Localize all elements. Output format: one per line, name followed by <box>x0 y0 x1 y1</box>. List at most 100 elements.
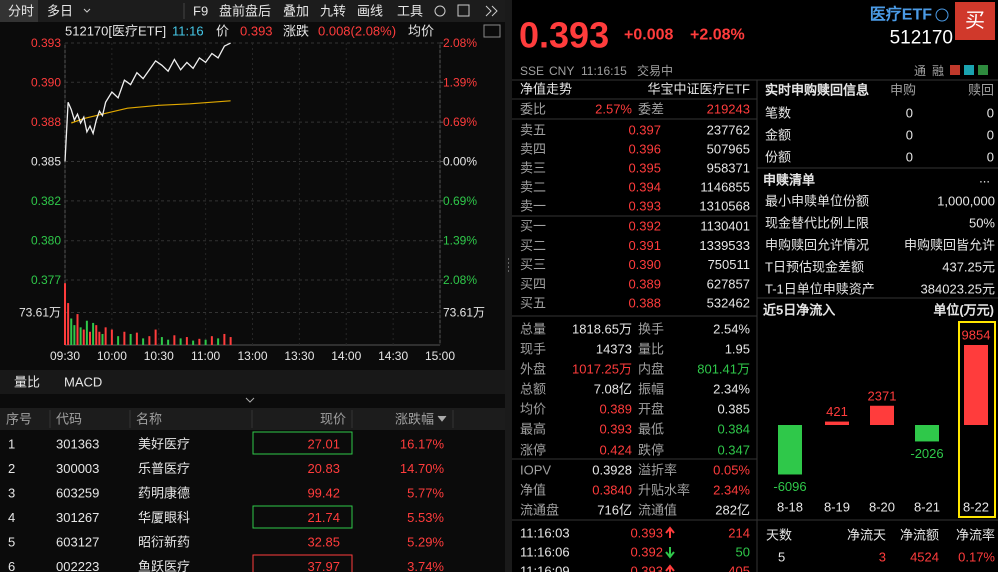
toolbar-button[interactable]: F9 <box>193 4 208 19</box>
column-header[interactable]: 序号 <box>6 412 32 427</box>
info-icon[interactable] <box>935 8 949 22</box>
toolbar-button[interactable]: 工具 <box>397 4 423 19</box>
y-tick-label: 0.382 <box>31 194 61 208</box>
section-title: 近5日净流入 <box>763 303 835 318</box>
buy-button-label[interactable]: 买 <box>965 10 985 32</box>
collapse-icon[interactable] <box>245 397 255 403</box>
more-button[interactable]: ... <box>979 171 990 186</box>
quote-info: CNY <box>549 64 574 78</box>
book-volume: 1310568 <box>699 199 750 214</box>
toolbar-button[interactable]: 叠加 <box>283 4 309 19</box>
tool-icon[interactable] <box>964 65 974 75</box>
row-value: 0 <box>987 106 994 121</box>
table-cell: 14.70% <box>400 461 445 476</box>
bar-category: 8-18 <box>777 500 803 515</box>
stat-label: 溢折率 <box>638 463 677 478</box>
column-header[interactable]: 名称 <box>136 412 162 427</box>
summary-value: 0.17% <box>958 550 995 565</box>
chart-legend: 涨跌 <box>283 24 309 39</box>
column-header[interactable]: 代码 <box>56 412 82 427</box>
panel-splitter[interactable] <box>505 0 512 572</box>
left-panel <box>0 0 505 572</box>
inflow-bar <box>964 345 988 425</box>
stat-value: 0.05% <box>713 463 750 478</box>
row-value: 0 <box>906 150 913 165</box>
active-tab <box>0 0 38 22</box>
y2-tick-label: 0.69% <box>443 194 477 208</box>
row-label: 金额 <box>765 128 791 143</box>
more-icon[interactable] <box>491 5 498 17</box>
book-volume: 1339533 <box>699 238 750 253</box>
row-value: 384023.25元 <box>921 282 995 297</box>
y-tick-label: 0.393 <box>31 36 61 50</box>
row-value: 0 <box>987 150 994 165</box>
toolbar-button[interactable]: 盘前盘后 <box>219 4 271 19</box>
table-cell: 4 <box>8 510 15 525</box>
chart-legend: 价 <box>216 24 229 39</box>
y2-tick-label: 2.08% <box>443 273 477 287</box>
volume-bar <box>117 336 120 345</box>
volume-bar <box>160 337 163 345</box>
volume-bar <box>104 327 107 345</box>
column-header: 赎回 <box>968 83 994 98</box>
x-tick-label: 13:00 <box>237 349 267 363</box>
book-level: 卖五 <box>520 123 546 138</box>
table-cell: 301363 <box>56 437 99 452</box>
stat-value: 2.54% <box>713 322 750 337</box>
volume-bar <box>70 318 73 345</box>
table-cell: 2 <box>8 461 15 476</box>
book-price: 0.394 <box>628 180 661 195</box>
book-level: 卖三 <box>520 161 546 176</box>
stat-value: 0.384 <box>717 422 750 437</box>
toolbar-button[interactable]: 画线 <box>357 4 383 19</box>
buy-button[interactable] <box>955 2 995 40</box>
settings-icon[interactable] <box>434 5 446 17</box>
column-header: 净流天 <box>847 528 886 543</box>
inflow-bar <box>825 421 849 425</box>
book-volume: 1146855 <box>700 180 750 195</box>
indicator-tab[interactable]: MACD <box>64 375 102 390</box>
chart-legend: 0.008(2.08%) <box>318 24 396 39</box>
indicator-tab[interactable]: 量比 <box>14 375 40 390</box>
table-cell: 3.74% <box>407 559 444 572</box>
highlight-box <box>958 321 996 518</box>
tool-icon[interactable] <box>978 65 988 75</box>
toolbar-button[interactable]: 九转 <box>320 4 346 19</box>
flash-box <box>252 554 353 572</box>
book-price: 0.392 <box>628 219 661 234</box>
stat-value: 1818.65万 <box>572 322 632 337</box>
more-icon[interactable] <box>485 5 492 17</box>
y-tick-label: 0.377 <box>31 273 61 287</box>
table-cell: 5.77% <box>407 486 444 501</box>
stat-value: 0.424 <box>599 443 632 458</box>
trade-price: 0.392 <box>630 545 663 560</box>
stat-label: 总量 <box>520 322 546 337</box>
volume-bar <box>167 339 170 345</box>
table-cell: 鱼跃医疗 <box>138 559 190 572</box>
sort-icon[interactable] <box>437 415 447 422</box>
y2-tick-label: 1.39% <box>443 75 477 89</box>
stat-label: 净值 <box>520 483 546 498</box>
table-cell: 1 <box>8 437 15 452</box>
volume-bar <box>101 333 104 345</box>
quote-info: 交易中 <box>637 63 673 78</box>
tool-icon[interactable] <box>950 65 960 75</box>
table-cell: 32.85 <box>307 535 340 550</box>
wp-icon[interactable] <box>483 24 501 38</box>
book-price: 0.393 <box>628 199 661 214</box>
trade-price: 0.393 <box>630 526 663 541</box>
column-header[interactable]: 涨跌幅 <box>395 412 434 427</box>
row-value: 申购赎回皆允许 <box>904 238 995 253</box>
dropdown-icon[interactable] <box>83 8 91 13</box>
window-icon[interactable] <box>457 4 470 17</box>
volume-bar <box>198 338 201 345</box>
toolbar-tab[interactable]: 分时 <box>8 4 34 19</box>
table-cell: 美好医疗 <box>138 437 190 452</box>
volume-bar <box>82 329 85 345</box>
book-price: 0.395 <box>628 161 661 176</box>
y-tick-label: 0.385 <box>31 155 61 169</box>
toolbar-tab[interactable]: 多日 <box>47 4 73 19</box>
volume-bar <box>92 322 95 345</box>
column-header[interactable]: 现价 <box>320 412 346 427</box>
table-cell: 603259 <box>56 486 99 501</box>
